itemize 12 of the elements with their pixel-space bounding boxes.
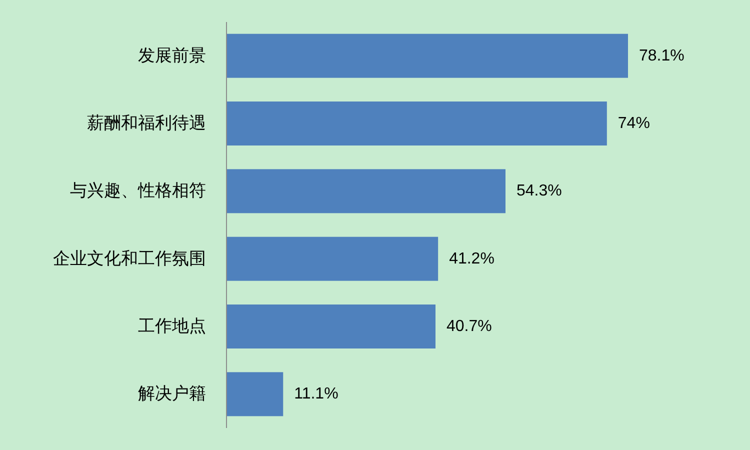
category-label: 企业文化和工作氛围 bbox=[53, 248, 206, 269]
category-label: 发展前景 bbox=[138, 46, 206, 66]
value-label: 40.7% bbox=[446, 318, 492, 335]
category-label: 与兴趣、性格相符 bbox=[70, 181, 206, 202]
category-label: 工作地点 bbox=[138, 316, 206, 336]
value-label: 78.1% bbox=[639, 47, 684, 64]
value-label: 11.1% bbox=[294, 386, 338, 403]
category-label: 解决户籍 bbox=[138, 384, 206, 404]
value-label: 74% bbox=[618, 115, 650, 132]
value-label: 54.3% bbox=[516, 182, 562, 200]
category-label: 薪酬和福利待遇 bbox=[87, 114, 206, 134]
value-label: 41.2% bbox=[449, 250, 494, 268]
